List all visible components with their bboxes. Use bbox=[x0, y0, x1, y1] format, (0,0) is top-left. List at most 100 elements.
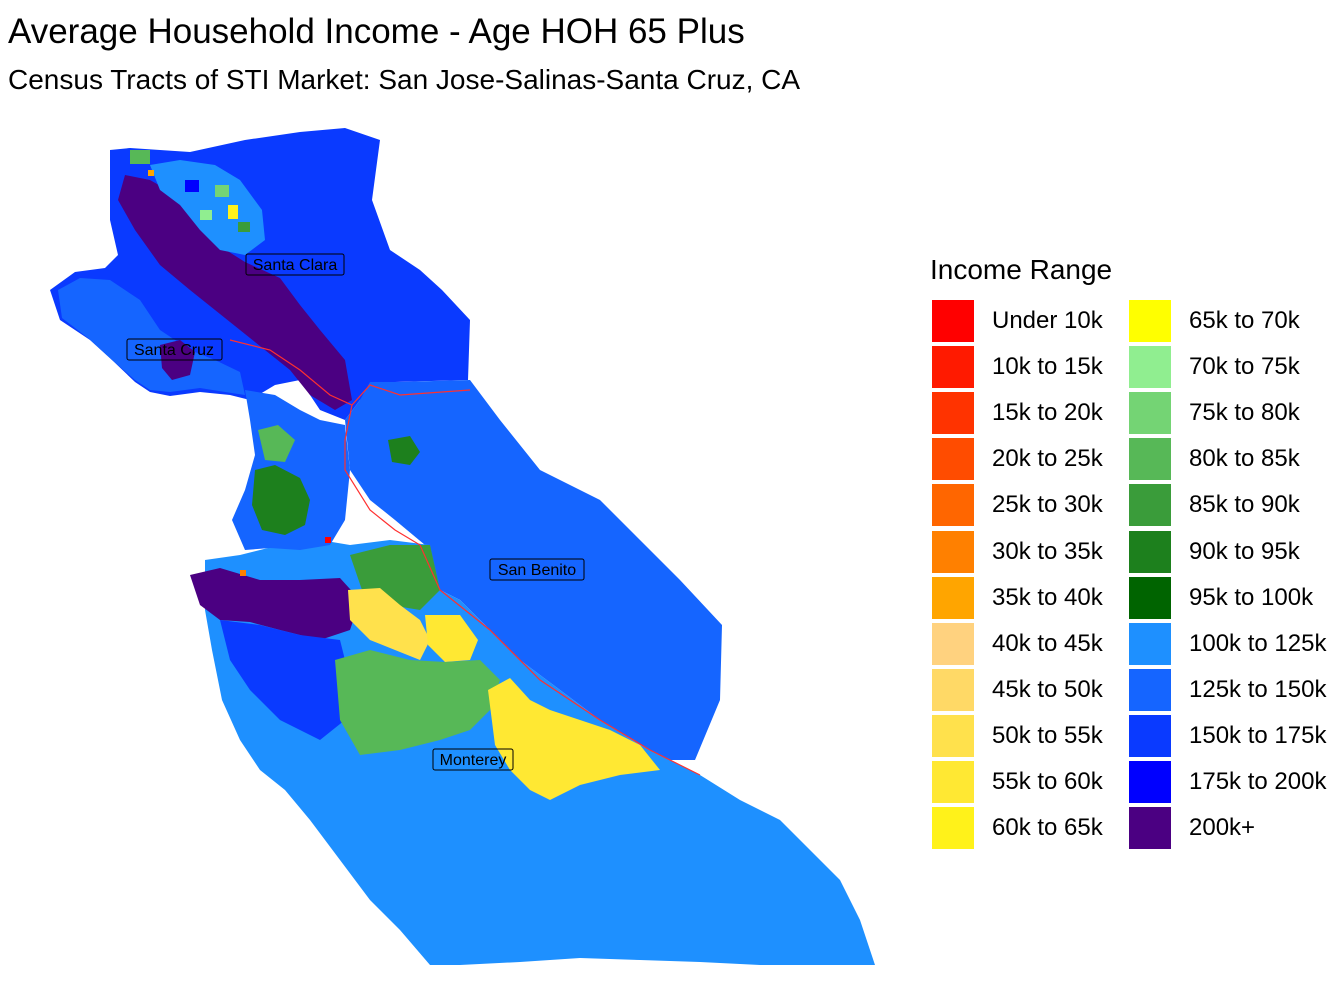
legend-swatch bbox=[1129, 761, 1171, 803]
tract-green-3 bbox=[130, 150, 150, 164]
county-label-text: San Benito bbox=[498, 562, 576, 579]
legend-item: 15k to 20k bbox=[930, 392, 1140, 438]
legend-swatch bbox=[932, 484, 974, 527]
county-boundary bbox=[344, 404, 701, 776]
legend-label: 50k to 55k bbox=[992, 721, 1103, 749]
legend-swatch bbox=[932, 392, 974, 435]
legend-swatch bbox=[932, 761, 974, 803]
legend-item: 20k to 25k bbox=[930, 438, 1140, 484]
county-label-san-benito: San Benito bbox=[489, 558, 585, 581]
legend-swatch bbox=[1129, 714, 1171, 757]
legend-item: 25k to 30k bbox=[930, 484, 1140, 530]
legend-item: 70k to 75k bbox=[1127, 346, 1337, 392]
map-title: Average Household Income - Age HOH 65 Pl… bbox=[8, 12, 745, 51]
legend-swatch bbox=[932, 622, 974, 665]
tract-yellow-1 bbox=[228, 205, 238, 219]
legend-item: 80k to 85k bbox=[1127, 438, 1337, 484]
legend-label: 95k to 100k bbox=[1189, 583, 1314, 611]
legend-item: 175k to 200k bbox=[1127, 761, 1337, 807]
tract-lightgreen-1 bbox=[200, 210, 212, 220]
legend-item: 30k to 35k bbox=[930, 530, 1140, 577]
legend-item: 85k to 90k bbox=[1127, 484, 1337, 530]
legend-swatch bbox=[932, 576, 974, 619]
legend-item: 100k to 125k bbox=[1127, 622, 1337, 669]
legend-label: 40k to 45k bbox=[992, 629, 1103, 657]
county-label-santa-clara: Santa Clara bbox=[245, 253, 345, 276]
legend-item: 65k to 70k bbox=[1127, 300, 1337, 346]
ridge-band-200k bbox=[118, 175, 352, 410]
legend-swatch bbox=[1129, 622, 1171, 665]
legend-item: 150k to 175k bbox=[1127, 714, 1337, 761]
legend-label: 200k+ bbox=[1189, 814, 1256, 842]
legend-label: 175k to 200k bbox=[1189, 768, 1327, 795]
legend: Income Range Under 10k 10k to 15k 15k to 2… bbox=[930, 252, 1326, 850]
legend-label: 15k to 20k bbox=[992, 399, 1103, 427]
legend-label: 100k to 125k bbox=[1189, 629, 1327, 657]
legend-item: 90k to 95k bbox=[1127, 530, 1337, 577]
legend-swatch bbox=[932, 714, 974, 757]
legend-label: 80k to 85k bbox=[1189, 445, 1300, 473]
county-label-santa-cruz: Santa Cruz bbox=[126, 338, 223, 361]
county-label-monterey: Monterey bbox=[432, 748, 514, 771]
legend-item: 60k to 65k bbox=[930, 807, 1140, 853]
legend-label: 10k to 15k bbox=[992, 353, 1103, 381]
legend-swatch bbox=[1129, 438, 1171, 481]
legend-item: 75k to 80k bbox=[1127, 392, 1337, 438]
legend-label: 20k to 25k bbox=[992, 445, 1103, 473]
legend-swatch bbox=[1129, 576, 1171, 619]
legend-label: 85k to 90k bbox=[1189, 491, 1300, 519]
san-benito-region bbox=[345, 380, 722, 760]
coastal-green bbox=[252, 465, 310, 535]
green-valley-80k bbox=[335, 650, 500, 755]
yellow-zone-2 bbox=[425, 615, 478, 662]
tract-orange-1 bbox=[148, 170, 154, 176]
legend-label: 75k to 80k bbox=[1189, 399, 1300, 427]
legend-swatch bbox=[932, 346, 974, 389]
legend-item: 50k to 55k bbox=[930, 714, 1140, 761]
legend-swatch bbox=[932, 668, 974, 711]
tract-orange-2 bbox=[240, 570, 246, 576]
legend-item: 40k to 45k bbox=[930, 622, 1140, 669]
legend-item: 55k to 60k bbox=[930, 761, 1140, 807]
tract-blue-1 bbox=[185, 180, 199, 192]
legend-swatch bbox=[932, 438, 974, 481]
legend-label: 65k to 70k bbox=[1189, 307, 1300, 334]
urban-area bbox=[150, 160, 265, 255]
legend-item: 10k to 15k bbox=[930, 346, 1140, 392]
county-label-text: Santa Clara bbox=[253, 257, 338, 274]
legend-label: 150k to 175k bbox=[1189, 721, 1327, 749]
county-boundary bbox=[229, 339, 471, 406]
tract-green-1 bbox=[215, 185, 229, 197]
legend-item: 125k to 150k bbox=[1127, 668, 1337, 715]
legend-swatch bbox=[932, 300, 974, 342]
legend-label: 90k to 95k bbox=[1189, 537, 1300, 565]
legend-swatch bbox=[1129, 530, 1171, 573]
legend-item: 95k to 100k bbox=[1127, 576, 1337, 623]
legend-title: Income Range bbox=[930, 254, 1113, 285]
legend-swatch bbox=[1129, 807, 1171, 850]
legend-label: 125k to 150k bbox=[1189, 675, 1327, 703]
san-benito-green bbox=[388, 436, 420, 465]
monterey-purple bbox=[190, 568, 360, 640]
legend-label: Under 10k bbox=[992, 307, 1103, 334]
legend-item: Under 10k bbox=[930, 300, 1140, 346]
monterey-blue-inland bbox=[220, 620, 350, 740]
legend-label: 70k to 75k bbox=[1189, 353, 1300, 381]
map-subtitle: Census Tracts of STI Market: San Jose-Sa… bbox=[8, 64, 801, 95]
legend-label: 60k to 65k bbox=[992, 814, 1103, 842]
legend-label: 55k to 60k bbox=[992, 768, 1103, 795]
legend-item: 45k to 50k bbox=[930, 668, 1140, 715]
legend-swatch bbox=[1129, 346, 1171, 389]
county-label-text: Monterey bbox=[440, 752, 507, 769]
coastal-lightgreen bbox=[258, 425, 295, 462]
legend-swatch bbox=[1129, 300, 1171, 342]
tract-green-2 bbox=[238, 222, 250, 232]
legend-item: 200k+ bbox=[1127, 807, 1337, 853]
tract-red-1 bbox=[325, 537, 331, 543]
legend-swatch bbox=[932, 530, 974, 573]
legend-label: 25k to 30k bbox=[992, 491, 1103, 519]
yellow-zone-1 bbox=[348, 588, 430, 660]
legend-swatch bbox=[1129, 484, 1171, 527]
santa-cruz-region bbox=[58, 278, 245, 395]
